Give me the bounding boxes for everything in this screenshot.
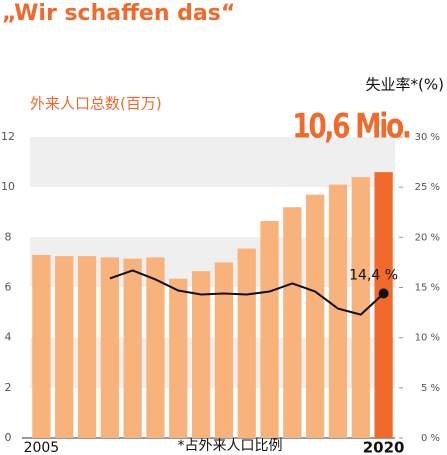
x-tick-label: 2020	[363, 439, 405, 455]
y-axis-label: 外来人口总数(百万)	[30, 95, 162, 113]
y-tick-label: 4	[5, 331, 12, 344]
y-tick-label: 10	[1, 180, 15, 193]
bar	[374, 172, 393, 438]
y2-axis-label: 失业率*(%)	[366, 76, 444, 94]
footnote: *占外来人口比例	[178, 438, 283, 454]
bar	[283, 207, 302, 438]
bar	[100, 257, 119, 438]
y2-tick-label: 10 %	[415, 333, 440, 344]
y-tick-label: 12	[1, 130, 15, 143]
y-tick-label: 6	[5, 281, 12, 294]
y2-tick-label: 20 %	[415, 232, 440, 243]
value-label: 10,6 Mio.	[292, 107, 409, 146]
bar	[260, 221, 279, 438]
y2-tick-label: 5 %	[421, 383, 440, 394]
bar	[77, 256, 97, 438]
y2-tick-label: 0 %	[421, 433, 440, 444]
y2-tick-label: 25 %	[415, 182, 440, 193]
bar	[328, 184, 348, 438]
y-tick-label: 2	[5, 381, 12, 394]
y-tick-label: 0	[5, 431, 12, 444]
value-label: 14,4 %	[349, 268, 398, 284]
y2-tick-label: 15 %	[415, 283, 440, 294]
x-tick-label: 2005	[24, 440, 60, 455]
bar	[55, 256, 74, 438]
bar	[214, 262, 234, 438]
y2-tick-label: 30 %	[415, 132, 440, 143]
bar	[32, 254, 51, 438]
marker	[378, 288, 389, 299]
bar	[191, 271, 211, 438]
bar	[146, 257, 165, 438]
y-tick-label: 8	[5, 230, 12, 243]
bar	[169, 278, 188, 438]
bar	[351, 177, 370, 438]
bar	[306, 194, 325, 438]
chart-title: „Wir schaffen das“	[2, 1, 235, 26]
band	[30, 137, 395, 187]
bar	[123, 258, 142, 438]
bar	[237, 248, 256, 438]
line	[109, 269, 385, 316]
